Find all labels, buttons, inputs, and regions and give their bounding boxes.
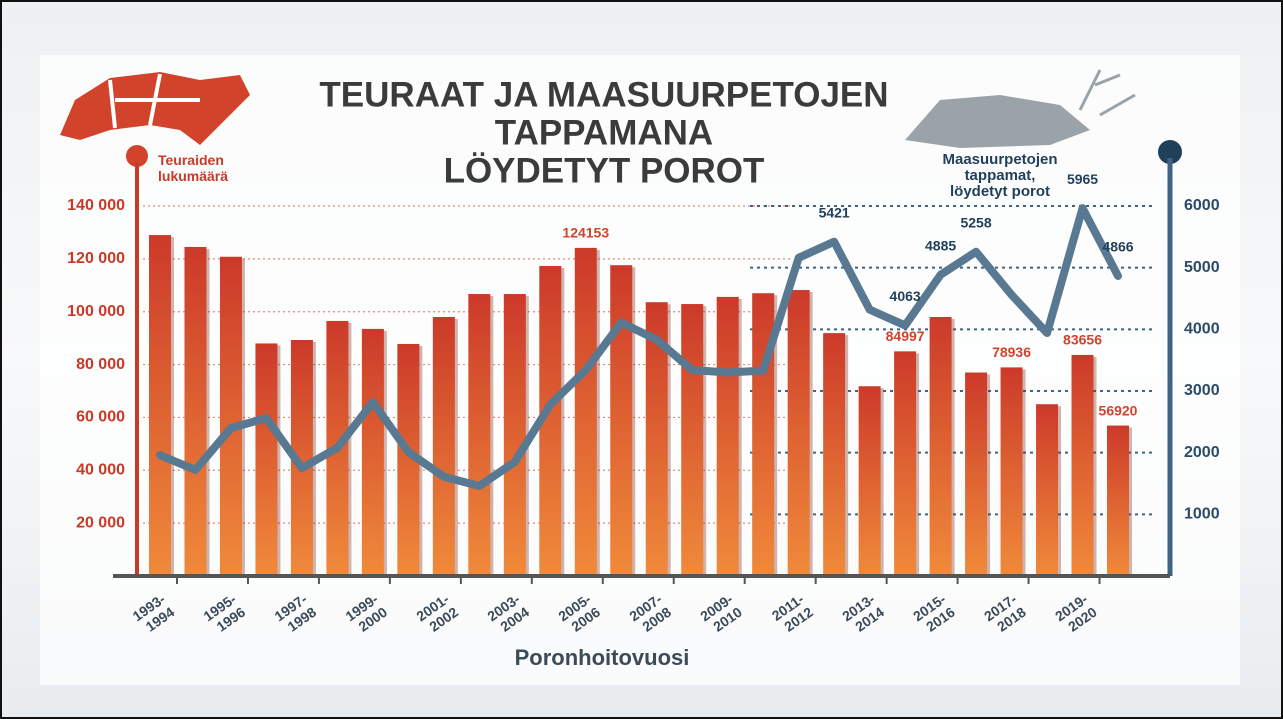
bar <box>149 235 171 576</box>
title-line: TAPPAMANA <box>495 113 713 152</box>
title-line: TEURAAT JA MAASUURPETOJEN <box>319 75 888 114</box>
x-axis-title: Poronhoitovuosi <box>515 645 690 670</box>
bar <box>575 248 597 576</box>
y-tick-label: 80 000 <box>76 356 125 373</box>
bar <box>930 317 952 576</box>
y-tick-label: 100 000 <box>67 303 125 320</box>
bar-value-label: 83656 <box>1063 332 1102 348</box>
y-tick-label: 20 000 <box>76 514 125 531</box>
bar <box>362 329 384 576</box>
bar <box>255 343 277 576</box>
bar-value-label: 78936 <box>992 344 1031 360</box>
y2-tick-label: 2000 <box>1184 444 1220 461</box>
bar-value-label: 124153 <box>562 225 609 241</box>
bar <box>788 290 810 576</box>
bar <box>220 257 242 576</box>
title-line: LÖYDETYT POROT <box>444 151 765 190</box>
line-value-label: 4885 <box>925 237 956 253</box>
bar-value-label: 84997 <box>886 328 925 344</box>
bar <box>1107 426 1129 576</box>
y2-tick-label: 1000 <box>1184 506 1220 523</box>
bar <box>184 247 206 576</box>
bar <box>504 294 526 576</box>
bar-value-label: 56920 <box>1099 402 1138 418</box>
y2-tick-label: 5000 <box>1184 259 1220 276</box>
bar <box>859 386 881 576</box>
bar <box>823 333 845 576</box>
y2-tick-label: 6000 <box>1184 197 1220 214</box>
chart: TEURAAT JA MAASUURPETOJEN TAPPAMANA LÖYD… <box>0 0 1283 719</box>
line-value-label: 5965 <box>1067 171 1098 187</box>
bar <box>433 317 455 576</box>
bar <box>468 294 490 576</box>
line-value-label: 5258 <box>960 214 991 230</box>
bar <box>717 297 739 576</box>
y-tick-label: 40 000 <box>76 462 125 479</box>
y2-tick-label: 3000 <box>1184 382 1220 399</box>
bar <box>610 265 632 576</box>
bar <box>894 351 916 576</box>
bar <box>965 373 987 577</box>
y2-tick-label: 4000 <box>1184 321 1220 338</box>
y-tick-label: 60 000 <box>76 409 125 426</box>
bar <box>1072 355 1094 576</box>
line-value-label: 5421 <box>819 204 850 220</box>
y-tick-label: 140 000 <box>67 197 125 214</box>
line-value-label: 4866 <box>1102 239 1133 255</box>
bar <box>1001 367 1023 576</box>
line-value-label: 4063 <box>890 288 921 304</box>
bar <box>681 304 703 576</box>
bar <box>1036 404 1058 576</box>
y-tick-label: 120 000 <box>67 250 125 267</box>
